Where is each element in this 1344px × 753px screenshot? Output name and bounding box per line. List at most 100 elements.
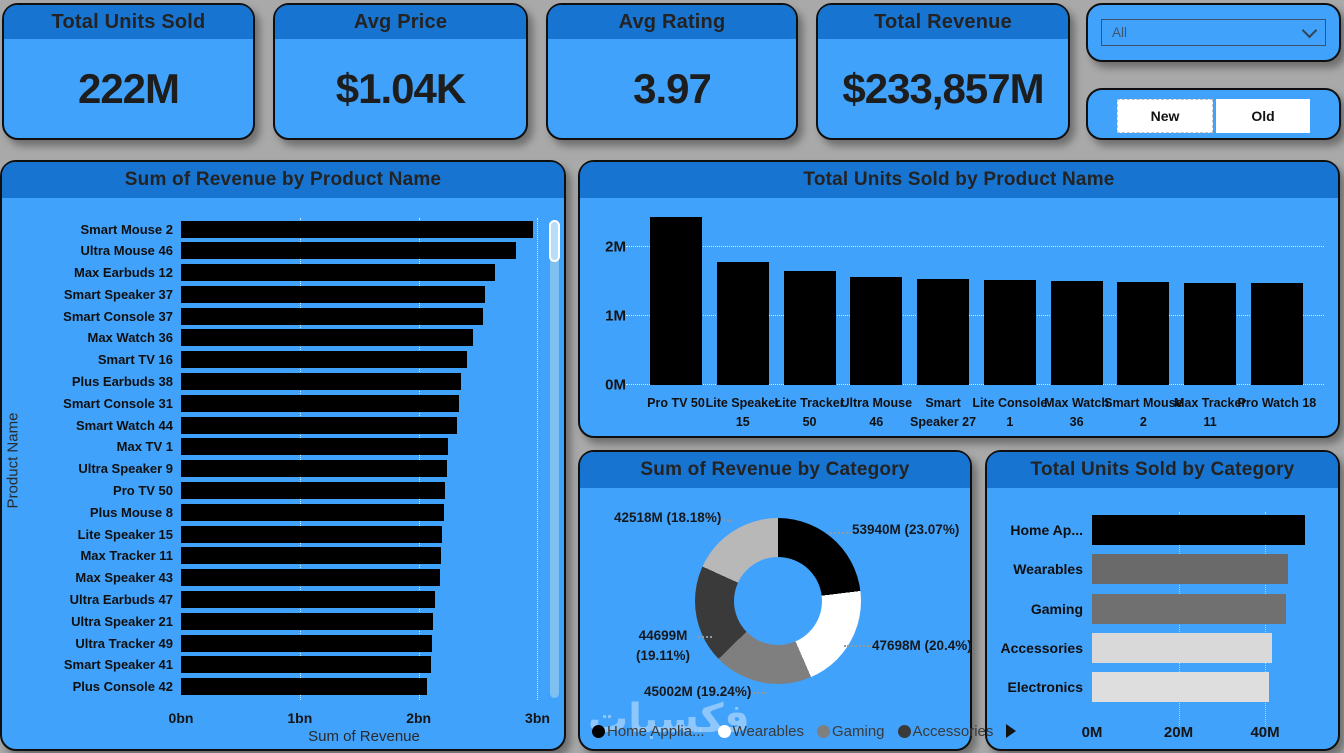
- legend-scroll-right-icon[interactable]: [1006, 724, 1017, 738]
- revenue-bar[interactable]: [181, 220, 533, 238]
- category-label: Pro Watch 18: [1237, 396, 1317, 410]
- legend-label: Wearables: [732, 722, 804, 740]
- chart-row: Smart TV 16: [2, 351, 547, 369]
- chart-row: Max Tracker 11: [2, 547, 547, 565]
- callout-line: [698, 636, 712, 638]
- legend-dot: [717, 724, 731, 738]
- category-label: Lite Speaker 15: [77, 526, 173, 542]
- revenue-bar[interactable]: [181, 591, 436, 609]
- units-bar[interactable]: [1092, 593, 1287, 624]
- category-label: Plus Console 42: [72, 679, 173, 695]
- revenue-bar[interactable]: [181, 482, 445, 500]
- chart-row: Smart Speaker 37: [2, 285, 547, 303]
- category-label: Pro TV 50: [113, 483, 173, 499]
- chart-column: Smart Speaker 27: [910, 202, 976, 429]
- chart-row: Ultra Speaker 9: [2, 460, 547, 478]
- new-old-toggle-panel: New Old: [1086, 88, 1341, 140]
- kpi-title-text: Avg Rating: [618, 10, 726, 33]
- revenue-bar[interactable]: [181, 329, 474, 347]
- units-bar[interactable]: [1050, 281, 1103, 385]
- units-bar[interactable]: [1092, 632, 1272, 663]
- category-label: Lite Tracker 50: [774, 396, 845, 430]
- revenue-bar[interactable]: [181, 460, 448, 478]
- chart-row: Gaming: [997, 593, 1323, 624]
- revenue-bar[interactable]: [181, 547, 442, 565]
- chart-row: Ultra Tracker 49: [2, 634, 547, 652]
- old-button[interactable]: Old: [1216, 99, 1310, 133]
- axis-tick-label: 0M: [605, 376, 626, 394]
- revenue-bar[interactable]: [181, 634, 432, 652]
- revenue-bar[interactable]: [181, 373, 462, 391]
- units-bar[interactable]: [850, 276, 903, 385]
- kpi-card-total-revenue: Total Revenue $233,857M: [816, 3, 1070, 140]
- revenue-bar[interactable]: [181, 525, 443, 543]
- bar-chart-rows: Smart Mouse 2 Ultra Mouse 46 Max Earbuds 1…: [2, 220, 547, 696]
- dropdown-selected-value: All: [1112, 25, 1128, 40]
- legend-item[interactable]: Gaming: [817, 723, 885, 740]
- revenue-bar[interactable]: [181, 569, 441, 587]
- chart-title: Sum of Revenue by Product Name: [2, 162, 564, 198]
- revenue-bar[interactable]: [181, 656, 431, 674]
- bar-track: [181, 547, 547, 565]
- category-label: Wearables: [1013, 561, 1083, 578]
- revenue-bar[interactable]: [181, 503, 444, 521]
- category-label: Max Tracker 11: [80, 548, 173, 564]
- revenue-bar[interactable]: [181, 438, 449, 456]
- category-label: Max Tracker 11: [1173, 396, 1247, 430]
- units-bar[interactable]: [1092, 515, 1306, 545]
- revenue-bar[interactable]: [181, 351, 468, 369]
- panel-revenue-by-category: Sum of Revenue by Category فكسبات 53940M…: [578, 450, 1017, 751]
- chart-scrollbar[interactable]: [549, 220, 560, 698]
- bar-track: [181, 525, 547, 543]
- units-bar[interactable]: [1184, 282, 1237, 385]
- revenue-bar[interactable]: [181, 678, 427, 696]
- units-bar[interactable]: [1117, 282, 1170, 385]
- category-label: Home Ap...: [1010, 522, 1083, 538]
- y-axis-ticks: 0M 1M 2M: [590, 202, 626, 393]
- chart-row: Plus Mouse 8: [2, 503, 547, 521]
- new-button[interactable]: New: [1117, 99, 1213, 133]
- category-label: Ultra Earbuds 47: [69, 592, 173, 608]
- legend-label: Accessories: [912, 722, 994, 740]
- chart-column: Pro Watch 18: [1238, 202, 1316, 410]
- category-label: Max TV 1: [116, 439, 173, 455]
- chart-row: Plus Console 42: [2, 678, 547, 696]
- panel-units-by-category: Total Units Sold by Category Home Ap... W…: [985, 450, 1340, 751]
- units-bar[interactable]: [1092, 554, 1289, 585]
- revenue-bar[interactable]: [181, 416, 457, 434]
- legend-dot: [897, 724, 911, 738]
- x-axis-title: Sum of Revenue: [308, 728, 420, 745]
- revenue-bar[interactable]: [181, 612, 433, 630]
- legend-item[interactable]: Wearables: [717, 722, 804, 740]
- legend-item[interactable]: Home Applia...: [592, 723, 705, 740]
- units-bar[interactable]: [783, 271, 836, 385]
- units-bar[interactable]: [917, 279, 970, 385]
- revenue-bar[interactable]: [181, 242, 517, 260]
- bar-track: [181, 285, 547, 303]
- units-bar[interactable]: [650, 216, 702, 385]
- chart-title-text: Sum of Revenue by Product Name: [124, 169, 442, 190]
- y-axis-title: Product Name: [4, 412, 22, 509]
- revenue-bar[interactable]: [181, 394, 460, 412]
- bar-track: [1092, 554, 1323, 585]
- category-filter-panel: All: [1086, 3, 1341, 62]
- scrollbar-thumb[interactable]: [549, 220, 560, 262]
- bar-chart-columns: Pro TV 50 Lite Speaker 15 Lite Tracker 50 U…: [647, 202, 1316, 429]
- units-bar[interactable]: [1092, 672, 1270, 702]
- units-bar[interactable]: [1250, 282, 1303, 385]
- legend-item[interactable]: Accessories: [897, 722, 994, 740]
- panel-revenue-by-product: Sum of Revenue by Product Name Smart Mou…: [0, 160, 566, 751]
- units-bar[interactable]: [983, 280, 1036, 385]
- revenue-bar[interactable]: [181, 285, 486, 303]
- kpi-title-text: Total Revenue: [874, 10, 1012, 33]
- donut-chart[interactable]: [695, 518, 861, 684]
- revenue-bar[interactable]: [181, 264, 495, 282]
- category-dropdown[interactable]: All: [1101, 19, 1326, 46]
- slice-data-label: 47698M (20.4%): [872, 638, 972, 653]
- units-bar[interactable]: [716, 262, 769, 385]
- category-label: Max Watch 36: [87, 330, 174, 346]
- revenue-bar[interactable]: [181, 307, 483, 325]
- category-label: Electronics: [1007, 679, 1083, 695]
- bar-track: [1092, 515, 1323, 545]
- chart-title-text: Sum of Revenue by Category: [640, 459, 910, 480]
